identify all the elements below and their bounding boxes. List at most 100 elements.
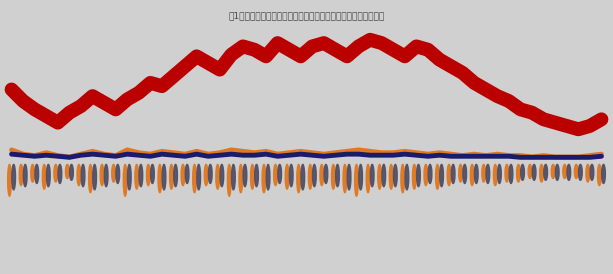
Ellipse shape (401, 164, 405, 193)
Ellipse shape (23, 164, 27, 187)
Ellipse shape (482, 164, 485, 182)
Ellipse shape (528, 164, 532, 179)
Ellipse shape (586, 164, 590, 182)
Ellipse shape (151, 164, 154, 184)
Ellipse shape (470, 164, 474, 185)
Ellipse shape (104, 164, 108, 187)
Ellipse shape (413, 164, 416, 189)
Ellipse shape (278, 164, 281, 184)
Ellipse shape (243, 164, 247, 187)
Ellipse shape (47, 164, 50, 187)
Ellipse shape (370, 164, 374, 187)
Ellipse shape (301, 164, 305, 190)
Ellipse shape (54, 164, 58, 182)
Ellipse shape (135, 164, 139, 189)
Ellipse shape (266, 164, 270, 190)
Ellipse shape (70, 164, 74, 180)
Ellipse shape (123, 164, 127, 196)
Ellipse shape (332, 164, 335, 189)
Ellipse shape (216, 164, 219, 189)
Ellipse shape (19, 164, 23, 185)
Ellipse shape (185, 164, 189, 184)
Ellipse shape (147, 164, 150, 185)
Ellipse shape (100, 164, 104, 185)
Ellipse shape (7, 164, 11, 196)
Ellipse shape (436, 164, 440, 189)
Ellipse shape (308, 164, 312, 189)
Ellipse shape (12, 164, 15, 190)
Ellipse shape (173, 164, 177, 187)
Ellipse shape (493, 164, 497, 185)
Ellipse shape (336, 164, 340, 187)
Ellipse shape (254, 164, 259, 187)
Ellipse shape (181, 164, 185, 185)
Ellipse shape (579, 164, 582, 180)
Ellipse shape (563, 164, 566, 179)
Ellipse shape (192, 164, 196, 193)
Ellipse shape (31, 164, 34, 182)
Ellipse shape (320, 164, 324, 185)
Ellipse shape (112, 164, 115, 182)
Ellipse shape (459, 164, 462, 182)
Ellipse shape (428, 164, 432, 184)
Ellipse shape (285, 164, 289, 189)
Ellipse shape (347, 164, 351, 190)
Ellipse shape (544, 164, 547, 180)
Text: 図1　ある商品の過去一年間の仕入数量・出荷数量・在庫の推移: 図1 ある商品の過去一年間の仕入数量・出荷数量・在庫の推移 (229, 11, 384, 20)
Ellipse shape (447, 164, 451, 185)
Ellipse shape (551, 164, 555, 179)
Ellipse shape (354, 164, 359, 196)
Ellipse shape (297, 164, 300, 193)
Ellipse shape (366, 164, 370, 193)
Ellipse shape (77, 164, 81, 185)
Ellipse shape (517, 164, 520, 182)
Ellipse shape (273, 164, 277, 185)
Ellipse shape (405, 164, 409, 190)
Ellipse shape (417, 164, 421, 187)
Ellipse shape (424, 164, 428, 185)
Ellipse shape (598, 164, 601, 185)
Ellipse shape (555, 164, 559, 180)
Ellipse shape (440, 164, 443, 187)
Ellipse shape (208, 164, 212, 184)
Ellipse shape (139, 164, 143, 187)
Ellipse shape (389, 164, 393, 189)
Ellipse shape (197, 164, 200, 190)
Ellipse shape (359, 164, 362, 190)
Ellipse shape (35, 164, 39, 184)
Ellipse shape (486, 164, 490, 184)
Ellipse shape (262, 164, 266, 193)
Ellipse shape (42, 164, 46, 189)
Ellipse shape (378, 164, 381, 189)
Ellipse shape (602, 164, 606, 184)
Ellipse shape (509, 164, 513, 184)
Ellipse shape (66, 164, 69, 179)
Ellipse shape (89, 164, 93, 193)
Ellipse shape (220, 164, 224, 187)
Ellipse shape (451, 164, 455, 184)
Ellipse shape (239, 164, 243, 193)
Ellipse shape (382, 164, 386, 187)
Ellipse shape (539, 164, 543, 182)
Ellipse shape (162, 164, 166, 190)
Ellipse shape (81, 164, 85, 187)
Ellipse shape (58, 164, 62, 184)
Ellipse shape (232, 164, 235, 190)
Ellipse shape (343, 164, 347, 193)
Ellipse shape (463, 164, 466, 184)
Ellipse shape (505, 164, 509, 182)
Ellipse shape (394, 164, 397, 187)
Ellipse shape (498, 164, 501, 184)
Ellipse shape (227, 164, 231, 196)
Ellipse shape (170, 164, 173, 189)
Ellipse shape (313, 164, 316, 187)
Ellipse shape (128, 164, 131, 190)
Ellipse shape (289, 164, 293, 187)
Ellipse shape (116, 164, 120, 184)
Ellipse shape (590, 164, 594, 180)
Ellipse shape (93, 164, 96, 190)
Ellipse shape (474, 164, 478, 184)
Ellipse shape (532, 164, 536, 180)
Ellipse shape (324, 164, 328, 184)
Ellipse shape (520, 164, 524, 180)
